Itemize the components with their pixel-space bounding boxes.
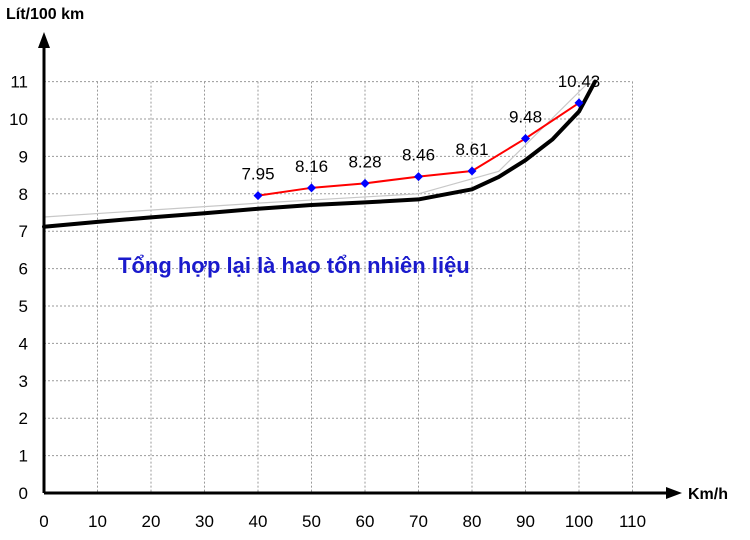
y-tick-label: 0	[19, 484, 28, 503]
x-tick-label: 30	[195, 512, 214, 531]
data-value-label: 8.61	[455, 140, 488, 159]
data-value-label: 8.28	[348, 152, 381, 171]
x-tick-label: 0	[39, 512, 48, 531]
y-axis-title: Lít/100 km	[6, 6, 84, 23]
data-value-label: 9.48	[509, 107, 542, 126]
chart-annotation: Tổng hợp lại là hao tổn nhiên liệu	[118, 253, 470, 278]
x-tick-label: 50	[302, 512, 321, 531]
data-point-marker	[414, 172, 423, 182]
x-axis-title: Km/h	[688, 486, 728, 503]
x-tick-label: 100	[565, 512, 593, 531]
x-tick-label: 80	[463, 512, 482, 531]
x-tick-label: 60	[356, 512, 375, 531]
y-tick-label: 4	[19, 334, 28, 353]
data-point-marker	[253, 191, 263, 201]
data-point-marker	[574, 98, 584, 108]
y-tick-label: 10	[9, 110, 28, 129]
data-point-marker	[467, 166, 477, 176]
y-axis-arrow	[38, 32, 50, 48]
y-tick-label: 9	[19, 147, 28, 166]
x-tick-label: 110	[619, 512, 646, 531]
data-value-label: 7.95	[241, 165, 274, 184]
data-point-marker	[521, 133, 530, 143]
baseline-curve	[42, 79, 598, 229]
y-tick-label: 5	[19, 297, 28, 316]
tick-labels: 0 10 20 30 40 50 60 70 80 90 100 110 0 1 2 3 4 5 6 7 8 9 10 11	[9, 73, 646, 531]
y-tick-label: 7	[19, 222, 28, 241]
data-value-label: 8.46	[402, 146, 435, 165]
x-tick-label: 70	[409, 512, 428, 531]
y-tick-label: 1	[19, 447, 28, 466]
y-tick-label: 3	[19, 372, 28, 391]
y-tick-label: 8	[19, 185, 28, 204]
reference-curve-thin	[43, 75, 596, 218]
data-value-label: 8.16	[295, 157, 328, 176]
data-points: 7.95 8.16 8.28 8.46 8.61 9.48 10.43	[241, 72, 601, 201]
x-axis-arrow	[666, 487, 682, 499]
x-tick-label: 20	[142, 512, 161, 531]
y-tick-label: 2	[19, 409, 28, 428]
data-value-label: 10.43	[558, 72, 601, 91]
data-point-marker	[360, 178, 370, 188]
y-tick-label: 11	[10, 73, 28, 92]
x-tick-label: 10	[88, 512, 107, 531]
grid	[44, 81, 633, 493]
curves	[42, 75, 598, 229]
x-tick-label: 90	[516, 512, 535, 531]
axes	[38, 32, 682, 499]
data-point-marker	[307, 183, 316, 193]
y-tick-label: 6	[19, 260, 28, 279]
x-tick-label: 40	[249, 512, 268, 531]
